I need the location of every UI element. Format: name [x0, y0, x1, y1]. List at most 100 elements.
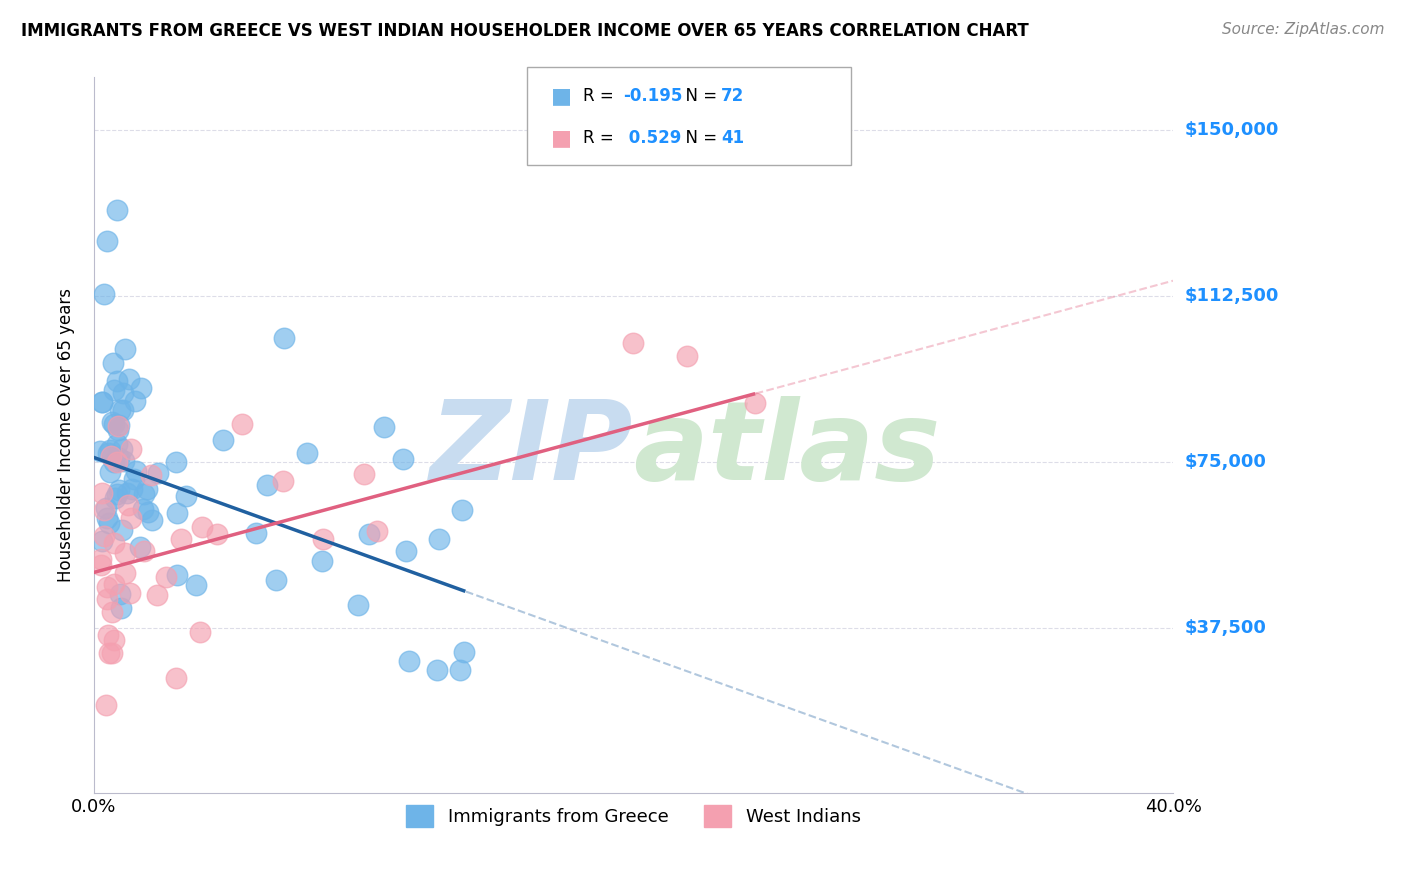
- Point: [98, 465, 121, 479]
- Point: [124, 393, 146, 408]
- Point: [169, 532, 191, 546]
- Point: [166, 507, 188, 521]
- Point: [93, 286, 115, 301]
- Point: [311, 554, 333, 568]
- Point: [96, 234, 118, 248]
- Point: [90, 395, 112, 409]
- Text: $150,000: $150,000: [1184, 121, 1278, 139]
- Point: [103, 383, 125, 397]
- Point: [114, 545, 136, 559]
- Point: [103, 536, 125, 550]
- Point: [451, 503, 474, 517]
- Point: [103, 632, 125, 647]
- Point: [392, 452, 415, 467]
- Point: [121, 482, 143, 496]
- Text: R =: R =: [583, 87, 620, 105]
- Point: [231, 417, 253, 431]
- Point: [101, 646, 124, 660]
- Point: [188, 624, 211, 639]
- Point: [273, 331, 295, 345]
- Point: [134, 486, 156, 500]
- Point: [110, 601, 132, 615]
- Text: $37,500: $37,500: [1184, 619, 1265, 637]
- Point: [103, 356, 125, 370]
- Point: [205, 527, 228, 541]
- Point: [108, 483, 131, 497]
- Point: [103, 417, 125, 432]
- Text: 0.529: 0.529: [623, 129, 682, 147]
- Point: [115, 486, 138, 500]
- Point: [90, 558, 112, 572]
- Point: [104, 491, 127, 505]
- Point: [135, 483, 157, 497]
- Point: [398, 654, 420, 668]
- Point: [312, 533, 335, 547]
- Point: [373, 419, 395, 434]
- Point: [122, 472, 145, 486]
- Text: $75,000: $75,000: [1184, 453, 1265, 471]
- Point: [129, 381, 152, 395]
- Point: [449, 663, 471, 677]
- Point: [120, 442, 142, 456]
- Point: [108, 417, 131, 432]
- Point: [108, 403, 131, 417]
- Point: [111, 442, 134, 457]
- Point: [90, 551, 112, 566]
- Point: [105, 437, 128, 451]
- Point: [453, 645, 475, 659]
- Point: [110, 587, 132, 601]
- Point: [295, 445, 318, 459]
- Point: [107, 455, 129, 469]
- Text: 72: 72: [721, 87, 745, 105]
- Point: [136, 505, 159, 519]
- Point: [346, 599, 368, 613]
- Point: [96, 580, 118, 594]
- Point: [97, 446, 120, 460]
- Point: [93, 529, 115, 543]
- Point: [148, 467, 170, 481]
- Point: [111, 523, 134, 537]
- Point: [129, 540, 152, 554]
- Point: [165, 454, 187, 468]
- Point: [98, 516, 121, 530]
- Legend: Immigrants from Greece, West Indians: Immigrants from Greece, West Indians: [399, 798, 868, 834]
- Point: [395, 544, 418, 558]
- Point: [100, 415, 122, 429]
- Point: [107, 450, 129, 465]
- Point: [112, 386, 135, 401]
- Text: 41: 41: [721, 129, 744, 147]
- Point: [191, 520, 214, 534]
- Point: [103, 577, 125, 591]
- Point: [146, 588, 169, 602]
- Point: [212, 433, 235, 447]
- Text: atlas: atlas: [634, 396, 941, 503]
- Point: [94, 500, 117, 515]
- Point: [186, 578, 208, 592]
- Point: [120, 510, 142, 524]
- Point: [245, 526, 267, 541]
- Point: [90, 486, 112, 500]
- Point: [256, 477, 278, 491]
- Point: [98, 443, 121, 458]
- Point: [353, 467, 375, 482]
- Point: [366, 524, 388, 539]
- Text: ZIP: ZIP: [430, 396, 634, 503]
- Point: [97, 628, 120, 642]
- Point: [141, 513, 163, 527]
- Y-axis label: Householder Income Over 65 years: Householder Income Over 65 years: [58, 288, 75, 582]
- Point: [107, 423, 129, 437]
- Text: N =: N =: [675, 129, 723, 147]
- Point: [132, 544, 155, 558]
- Point: [139, 467, 162, 482]
- Point: [118, 372, 141, 386]
- Text: -0.195: -0.195: [623, 87, 682, 105]
- Point: [165, 672, 187, 686]
- Point: [105, 374, 128, 388]
- Point: [676, 349, 699, 363]
- Point: [623, 335, 645, 350]
- Text: R =: R =: [583, 129, 620, 147]
- Point: [125, 465, 148, 479]
- Point: [107, 418, 129, 433]
- Point: [93, 503, 115, 517]
- Point: [112, 402, 135, 417]
